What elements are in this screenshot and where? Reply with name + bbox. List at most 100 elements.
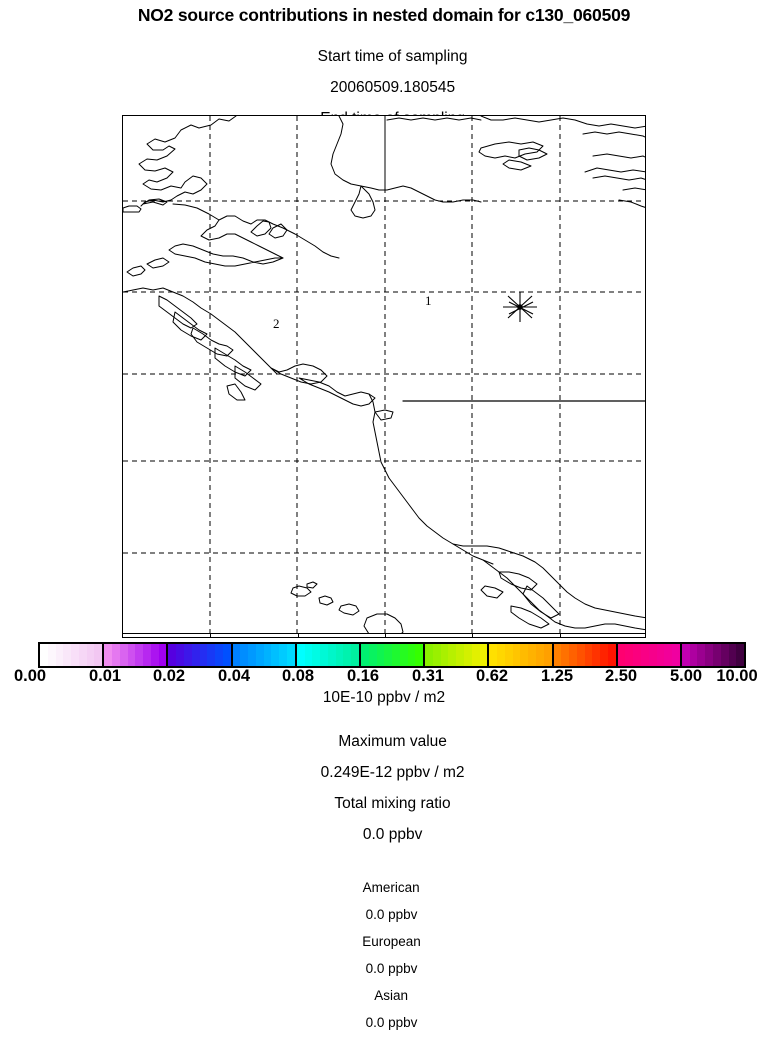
colorbar-step [199,644,208,666]
colorbar-step [296,644,305,666]
colorbar-step [705,644,713,666]
graticule-grid [123,116,645,633]
colorbar-step [648,644,657,666]
colorbar-step [504,644,513,666]
colorbar-tick-label: 10.00 [716,667,758,685]
colorbar-step [183,644,192,666]
colorbar-step [368,644,377,666]
european-label: European [362,934,421,949]
colorbar-step [471,644,480,666]
colorbar-band [296,644,361,666]
colorbar-step [312,644,321,666]
colorbar-band [232,644,297,666]
colorbar-step [415,644,424,666]
colorbar-step [263,644,272,666]
colorbar-step [399,644,408,666]
colorbar-tick-label: 0.00 [13,667,47,685]
colorbar-step [592,644,601,666]
colorbar-step [456,644,465,666]
colorbar-bracket-tick [385,633,386,637]
colorbar-step [94,644,103,666]
colorbar-step [536,644,544,666]
colorbar-step [625,644,634,666]
colorbar-tick-label: 0.04 [217,667,251,685]
colorbar-step [384,644,393,666]
colorbar-step [448,644,457,666]
colorbar-band [168,644,233,666]
asian-label: Asian [374,988,409,1003]
start-time-value: 20060509.180545 [330,79,456,96]
colorbar-step [656,644,665,666]
colorbar-step [641,644,649,666]
colorbar-tick-label: 0.02 [152,667,186,685]
colorbar-step [432,644,441,666]
colorbar-step [479,644,488,666]
colorbar-step [304,644,313,666]
colorbar-step [335,644,344,666]
colorbar-step [215,644,223,666]
colorbar-step [40,644,48,666]
colorbar-step [343,644,352,666]
colorbar-step [553,644,562,666]
colorbar-step [520,644,529,666]
colorbar-step [713,644,721,666]
colorbar-step [222,644,231,666]
american-value: 0.0 ppbv [365,907,418,922]
american-label: American [362,880,420,895]
colorbar-step [351,644,359,666]
colorbar-step [158,644,167,666]
total-mixing-ratio-value: 0.0 ppbv [362,825,423,843]
colorbar-tick-label: 0.01 [88,667,122,685]
colorbar-step [681,644,690,666]
start-time-label: Start time of sampling [317,48,468,65]
colorbar-step [279,644,288,666]
colorbar-step [720,644,729,666]
colorbar-tick-bracket [122,630,646,638]
colorbar-step [135,644,144,666]
colorbar-step [512,644,521,666]
colorbar-step [111,644,120,666]
colorbar-bracket-tick [472,633,474,637]
european-value: 0.0 ppbv [365,961,418,976]
colorbar-tick-label: 5.00 [669,667,703,685]
colorbar-step [168,644,177,666]
colorbar-step [407,644,416,666]
colorbar-step [86,644,95,666]
colorbar-step [464,644,472,666]
colorbar-step [617,644,626,666]
colorbar-step [63,644,72,666]
map-panel[interactable]: 1 2 [122,115,646,634]
colorbar-step [633,644,642,666]
colorbar-band [425,644,490,666]
colorbar-step [561,644,570,666]
colorbar-step [672,644,680,666]
total-mixing-ratio-label: Total mixing ratio [334,794,451,812]
colorbar-band [553,644,618,666]
footer-primary-line: Maximum value 0.249E-12 ppbv / m2 Total … [0,718,768,858]
colorbar[interactable] [38,642,746,668]
colorbar-step [232,644,241,666]
colorbar-step [697,644,706,666]
colorbar-tick-label: 1.25 [540,667,574,685]
colorbar-unit-label: 10E-10 ppbv / m2 [322,689,446,706]
footer-breakdown-line: American 0.0 ppbv European 0.0 ppbv Asia… [0,868,768,1044]
colorbar-step [327,644,336,666]
colorbar-step [255,644,264,666]
colorbar-step [489,644,498,666]
map-canvas [123,116,645,633]
colorbar-step [240,644,249,666]
colorbar-step [528,644,536,666]
colorbar-tick-label: 0.16 [346,667,380,685]
colorbar-band [617,644,682,666]
colorbar-step [607,644,616,666]
colorbar-bracket-tick [559,633,561,637]
page-title: NO2 source contributions in nested domai… [137,5,631,25]
colorbar-band [489,644,554,666]
region-label-2: 2 [273,316,280,331]
colorbar-step [360,644,369,666]
colorbar-bracket-tick [210,633,212,637]
colorbar-step [497,644,505,666]
colorbar-band [40,644,105,666]
asian-value: 0.0 ppbv [365,1015,418,1030]
colorbar-step [176,644,184,666]
